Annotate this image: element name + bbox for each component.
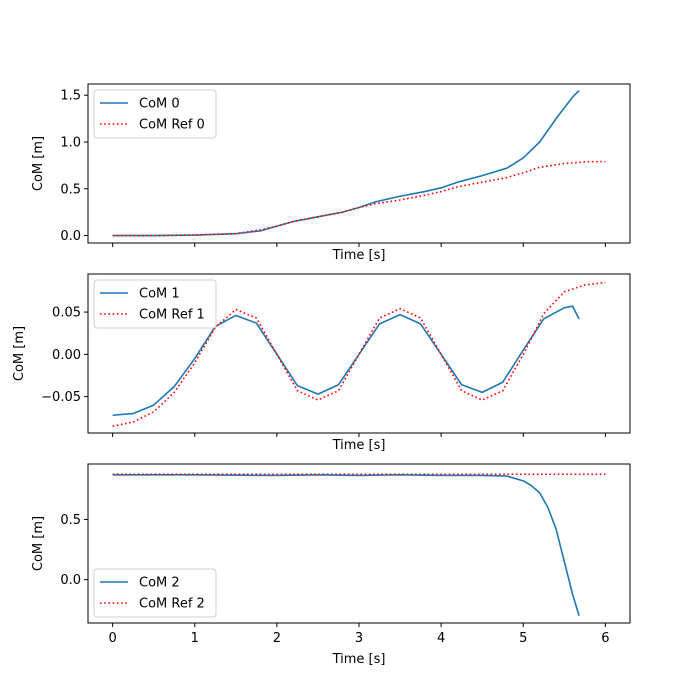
series-line-2-0 [112,474,580,617]
x-tick-label-2-3: 3 [355,631,363,646]
legend-2: CoM 2 CoM Ref 2 [93,568,217,618]
legend-box-2 [93,568,217,618]
x-tick-label-2-4: 4 [437,631,445,646]
x-axis-label-0: Time [s] [332,248,386,263]
x-axis-label-2: Time [s] [332,652,386,667]
subplot-0: 0.0 0.5 1.0 1.5 Time [s] CoM [m] CoM 0 CoM Ref … [31,83,631,263]
y-axis-label-1: CoM [m] [12,326,27,381]
series-line-1-1 [112,281,606,428]
legend-label-1-0: CoM 1 [139,287,180,302]
y-tick-label-0-2: 1.0 [60,135,81,150]
subplots: 0.0 0.5 1.0 1.5 Time [s] CoM [m] CoM 0 CoM Ref … [12,83,631,667]
legend-label-1-1: CoM Ref 1 [139,308,205,323]
x-tick-label-2-1: 1 [191,631,199,646]
x-tick-label-2-5: 5 [519,631,527,646]
legend-label-2-1: CoM Ref 2 [139,597,205,612]
y-tick-label-0-1: 0.5 [60,182,81,197]
legend-label-0-1: CoM Ref 0 [139,118,205,133]
legend-0: CoM 0 CoM Ref 0 [93,89,217,139]
legend-box-0 [93,89,217,139]
series-line-0-1 [112,160,606,237]
x-axis-label-1: Time [s] [332,438,386,453]
y-tick-label-2-1: 0.5 [60,513,81,528]
subplot-1: −0.05 0.00 0.05 Time [s] CoM [m] CoM 1 CoM Ref… [12,273,631,453]
y-tick-label-1-0: −0.05 [41,390,81,405]
y-tick-label-2-0: 0.0 [60,573,81,588]
x-tick-label-2-2: 2 [273,631,281,646]
y-tick-label-1-2: 0.05 [52,306,81,321]
legend-label-2-0: CoM 2 [139,576,180,591]
legend-1: CoM 1 CoM Ref 1 [93,279,217,329]
y-tick-label-1-1: 0.00 [52,348,81,363]
subplot-2: 0 1 2 3 4 5 6 0.0 0.5 Time [s] CoM [m] CoM 2 CoM Ref… [31,463,631,667]
y-tick-label-0-3: 1.5 [60,89,81,104]
series-line-1-0 [112,305,580,417]
y-axis-label-0: CoM [m] [31,136,46,191]
legend-box-1 [93,279,217,329]
legend-label-0-0: CoM 0 [139,97,180,112]
x-tick-label-2-0: 0 [108,631,116,646]
y-axis-label-2: CoM [m] [31,516,46,571]
y-tick-label-0-0: 0.0 [60,229,81,244]
x-tick-label-2-6: 6 [601,631,609,646]
